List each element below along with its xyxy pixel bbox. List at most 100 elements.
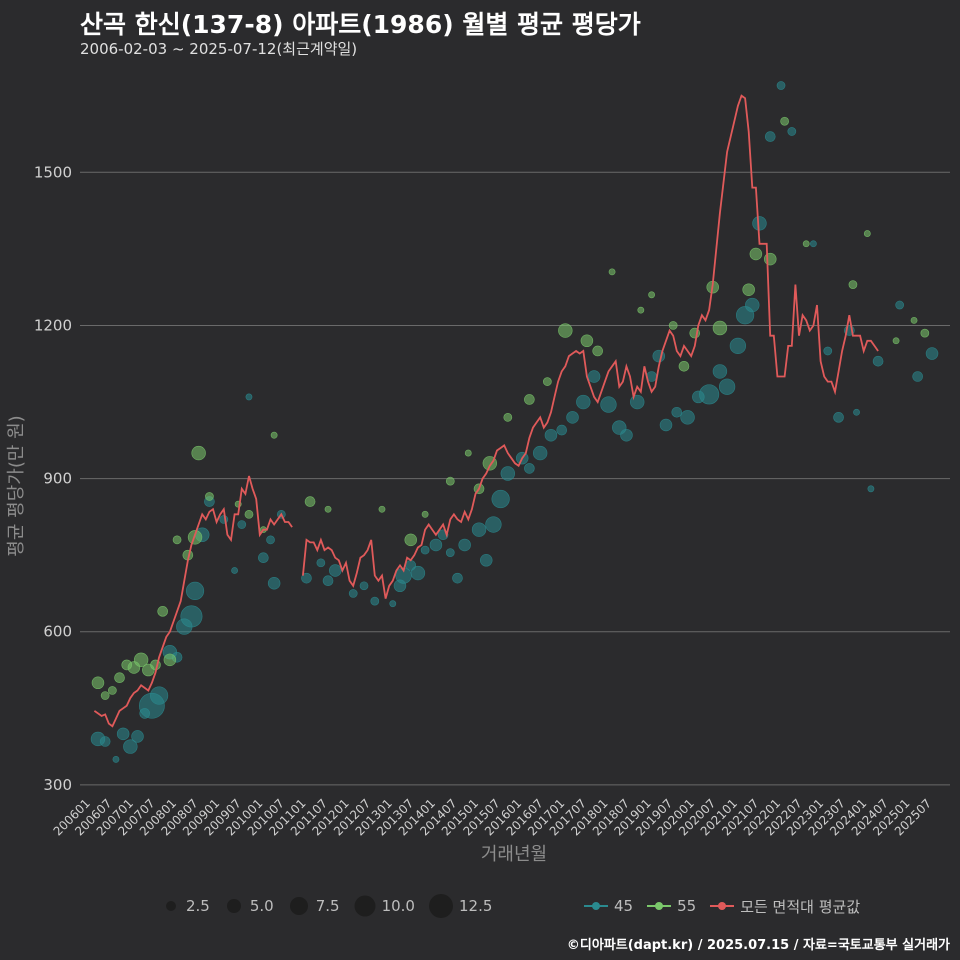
- y-tick-label: 1200: [34, 316, 72, 334]
- data-point-55: [91, 676, 105, 690]
- data-point-55: [191, 445, 206, 461]
- data-point-55: [100, 691, 110, 700]
- data-point-55: [445, 476, 455, 486]
- data-point-45: [680, 410, 695, 425]
- data-point-45: [471, 522, 487, 537]
- data-point-45: [267, 577, 281, 590]
- data-point-45: [524, 463, 535, 474]
- data-point-55: [270, 431, 278, 439]
- data-point-55: [324, 505, 332, 513]
- data-point-45: [322, 575, 334, 586]
- data-point-55: [157, 606, 168, 617]
- data-point-45: [853, 408, 860, 416]
- data-point-55: [524, 394, 535, 405]
- data-point-55: [749, 247, 763, 261]
- data-point-45: [566, 411, 579, 424]
- data-point-45: [823, 346, 833, 356]
- data-point-55: [133, 652, 149, 668]
- data-point-45: [895, 300, 905, 310]
- series-legend-item-55: 55: [645, 896, 696, 916]
- data-point-45: [410, 565, 426, 581]
- size-legend-label: 2.5: [186, 897, 210, 915]
- data-point-55: [780, 116, 789, 126]
- data-point-45: [718, 378, 736, 395]
- data-point-45: [833, 412, 844, 423]
- data-point-45: [764, 131, 776, 142]
- scatter-points: [90, 81, 939, 763]
- series-legend-label: 모든 면적대 평균값: [740, 897, 861, 916]
- data-point-45: [630, 394, 645, 410]
- chart-title: 산곡 한신(137-8) 아파트(1986) 월별 평균 평당가: [80, 10, 641, 39]
- data-point-45: [258, 552, 269, 564]
- data-point-45: [809, 240, 817, 248]
- data-point-45: [712, 364, 728, 379]
- data-point-45: [620, 428, 633, 442]
- data-point-55: [763, 252, 777, 266]
- data-point-55: [205, 492, 214, 501]
- data-point-55: [464, 449, 472, 457]
- data-point-45: [348, 589, 358, 598]
- data-point-45: [925, 347, 939, 360]
- data-point-55: [421, 510, 429, 518]
- data-point-45: [659, 418, 673, 432]
- data-point-55: [892, 337, 900, 345]
- data-point-55: [580, 334, 594, 348]
- data-point-45: [500, 466, 516, 481]
- data-point-55: [863, 230, 871, 237]
- data-point-55: [558, 323, 573, 338]
- average-line-segment: [93, 475, 293, 728]
- series-legend-swatch-45: [584, 902, 608, 910]
- data-point-55: [172, 535, 182, 545]
- size-legend-label: 7.5: [315, 897, 340, 915]
- data-point-55: [503, 412, 513, 422]
- chart-subtitle: 2006-02-03 ~ 2025-07-12(최근계약일): [80, 40, 358, 58]
- size-legend-item: 2.5: [160, 895, 210, 917]
- data-point-55: [712, 320, 728, 336]
- size-legend-label: 5.0: [249, 897, 274, 915]
- data-point-45: [587, 370, 601, 383]
- data-point-45: [99, 736, 111, 747]
- data-point-55: [592, 345, 603, 357]
- data-point-45: [359, 581, 369, 591]
- series-legend-item-average: 모든 면적대 평균값: [708, 896, 860, 917]
- size-legend-label: 12.5: [458, 897, 493, 915]
- size-legend-dot: [428, 894, 453, 918]
- data-point-45: [745, 297, 760, 313]
- data-point-55: [608, 268, 616, 276]
- data-point-45: [556, 424, 568, 436]
- series-legend-swatch-average: [710, 902, 735, 910]
- data-point-45: [316, 558, 326, 568]
- data-point-45: [112, 755, 120, 763]
- size-legend-item: 7.5: [286, 893, 340, 919]
- data-point-45: [787, 127, 797, 136]
- data-point-45: [131, 730, 144, 743]
- size-legend-dot: [289, 897, 308, 915]
- x-axis-label: 거래년월: [481, 844, 547, 865]
- data-point-45: [699, 384, 720, 405]
- data-point-55: [910, 316, 918, 324]
- data-point-55: [163, 653, 177, 667]
- data-point-55: [742, 283, 755, 296]
- data-point-45: [872, 355, 884, 367]
- data-point-45: [600, 396, 617, 413]
- data-point-45: [266, 535, 275, 545]
- data-point-45: [219, 515, 229, 524]
- data-point-45: [776, 81, 786, 90]
- grid-lines: [80, 171, 950, 786]
- data-point-55: [378, 505, 386, 513]
- size-legend-label: 10.0: [381, 897, 415, 915]
- data-point-45: [180, 605, 203, 628]
- data-point-45: [485, 516, 502, 533]
- size-legend-item: 10.0: [352, 893, 415, 919]
- data-point-55: [678, 360, 690, 372]
- y-tick-label: 300: [43, 776, 72, 794]
- y-tick-label: 900: [43, 470, 72, 488]
- series-legend-label: 55: [677, 897, 697, 915]
- y-tick-label: 600: [43, 623, 72, 641]
- x-axis-ticks: 2006012006072007012007072008012008072009…: [51, 796, 935, 838]
- data-point-45: [491, 489, 510, 509]
- source-footer: ©디아파트(dapt.kr) / 2025.07.15 / 자료=국토교통부 실…: [566, 938, 950, 953]
- data-point-45: [532, 445, 548, 461]
- data-point-45: [544, 428, 558, 442]
- data-point-55: [848, 280, 858, 289]
